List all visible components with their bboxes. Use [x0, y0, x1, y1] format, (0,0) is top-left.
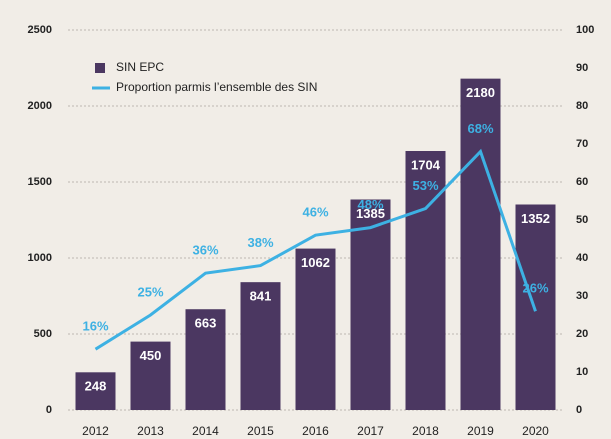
y2-tick-label: 30	[576, 290, 588, 302]
bar	[130, 341, 171, 410]
y2-tick-label: 60	[576, 176, 588, 188]
y-tick-label: 500	[34, 328, 52, 340]
y2-tick-label: 40	[576, 252, 588, 264]
bar-value-label: 1352	[521, 211, 550, 226]
bar-value-label: 248	[85, 379, 107, 394]
y-tick-label: 1000	[28, 252, 52, 264]
bar-value-label: 841	[250, 289, 272, 304]
line	[94, 148, 537, 351]
bar	[75, 372, 116, 410]
x-tick-label: 2014	[192, 424, 219, 438]
bar-value-label: 450	[140, 348, 162, 363]
bar	[240, 282, 281, 410]
line-value-label: 48%	[357, 197, 383, 212]
legend-label: Proportion parmis l’ensemble des SIN	[116, 80, 317, 94]
x-tick-label: 2013	[137, 424, 164, 438]
bar	[185, 309, 226, 410]
line-value-label: 53%	[412, 178, 438, 193]
line-value-label: 46%	[302, 205, 328, 220]
line-value-label: 68%	[467, 121, 493, 136]
y2-tick-label: 100	[576, 24, 594, 36]
x-tick-label: 2016	[302, 424, 329, 438]
y2-tick-label: 70	[576, 138, 588, 150]
line-value-label: 36%	[192, 243, 218, 258]
legend-label: SIN EPC	[116, 60, 164, 74]
y2-tick-label: 80	[576, 100, 588, 112]
x-tick-label: 2019	[467, 424, 494, 438]
y2-tick-label: 10	[576, 366, 588, 378]
x-tick-label: 2015	[247, 424, 274, 438]
y-tick-label: 2000	[28, 100, 52, 112]
line-value-label: 16%	[82, 319, 108, 334]
x-tick-label: 2017	[357, 424, 384, 438]
bar-value-label: 1704	[411, 157, 441, 172]
y2-tick-label: 50	[576, 214, 588, 226]
line-value-label: 26%	[522, 281, 548, 296]
line-value-label: 25%	[137, 284, 163, 299]
y-tick-label: 1500	[28, 176, 52, 188]
x-tick-label: 2020	[522, 424, 549, 438]
bar-value-label: 1062	[301, 255, 330, 270]
y2-tick-label: 0	[576, 404, 582, 416]
bar-value-label: 1385	[356, 206, 385, 221]
line-value-label: 38%	[247, 235, 273, 250]
bar	[295, 248, 336, 410]
x-tick-label: 2018	[412, 424, 439, 438]
y-tick-label: 0	[46, 404, 52, 416]
y2-tick-label: 20	[576, 328, 588, 340]
legend-swatch	[95, 63, 105, 73]
x-tick-label: 2012	[82, 424, 109, 438]
bar-value-label: 2180	[466, 85, 495, 100]
bar-value-label: 663	[195, 316, 217, 331]
bar	[460, 78, 501, 410]
bar	[350, 199, 391, 410]
y-tick-label: 2500	[28, 24, 52, 36]
y2-tick-label: 90	[576, 62, 588, 74]
